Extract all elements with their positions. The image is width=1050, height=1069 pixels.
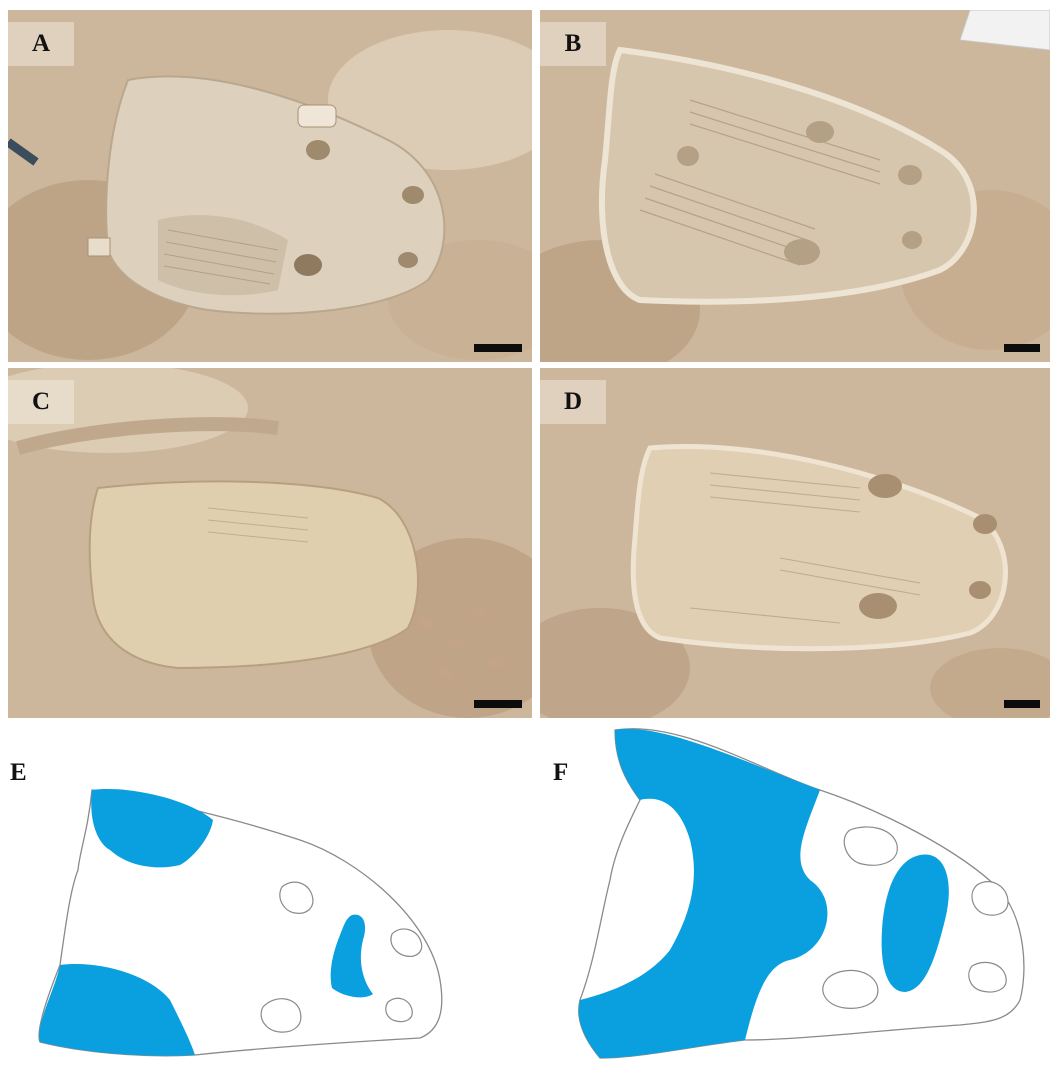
photo-panel-a: A <box>8 10 532 362</box>
panel-label-e: E <box>10 759 27 786</box>
tooth-socket-e <box>385 997 413 1023</box>
skull-drawing-f <box>578 728 1025 1059</box>
fossil-photo-c <box>8 368 532 718</box>
scale-bar-d <box>1004 700 1040 708</box>
fenestra-e <box>260 998 302 1033</box>
skull-drawing-e <box>38 789 443 1057</box>
photo-panel-c: C <box>8 368 532 718</box>
orbit-f <box>843 826 898 866</box>
scale-bar-a <box>474 344 522 352</box>
photo-panel-b: B <box>540 10 1050 362</box>
fossil-photo-a <box>8 10 532 362</box>
highlight-region-e3 <box>330 914 373 998</box>
highlight-region-e2 <box>39 964 195 1056</box>
tooth-socket-f <box>968 961 1007 993</box>
scale-bar-b <box>1004 344 1040 352</box>
fenestra-f <box>822 969 879 1009</box>
panel-label-d: D <box>540 380 606 424</box>
photo-panel-d: D <box>540 368 1050 718</box>
scale-bar-c <box>474 700 522 708</box>
panel-label-f: F <box>553 759 569 786</box>
highlight-region-f2 <box>881 854 949 992</box>
panel-label-b: B <box>540 22 606 66</box>
highlight-region-f1 <box>578 728 828 1058</box>
nostril-e <box>390 928 423 957</box>
fossil-photo-b <box>540 10 1050 362</box>
orbit-e <box>279 881 314 914</box>
highlight-region-e1 <box>91 789 213 868</box>
panel-label-c: C <box>8 380 74 424</box>
panel-label-a: A <box>8 22 74 66</box>
fossil-photo-d <box>540 368 1050 718</box>
nostril-f <box>971 881 1009 916</box>
